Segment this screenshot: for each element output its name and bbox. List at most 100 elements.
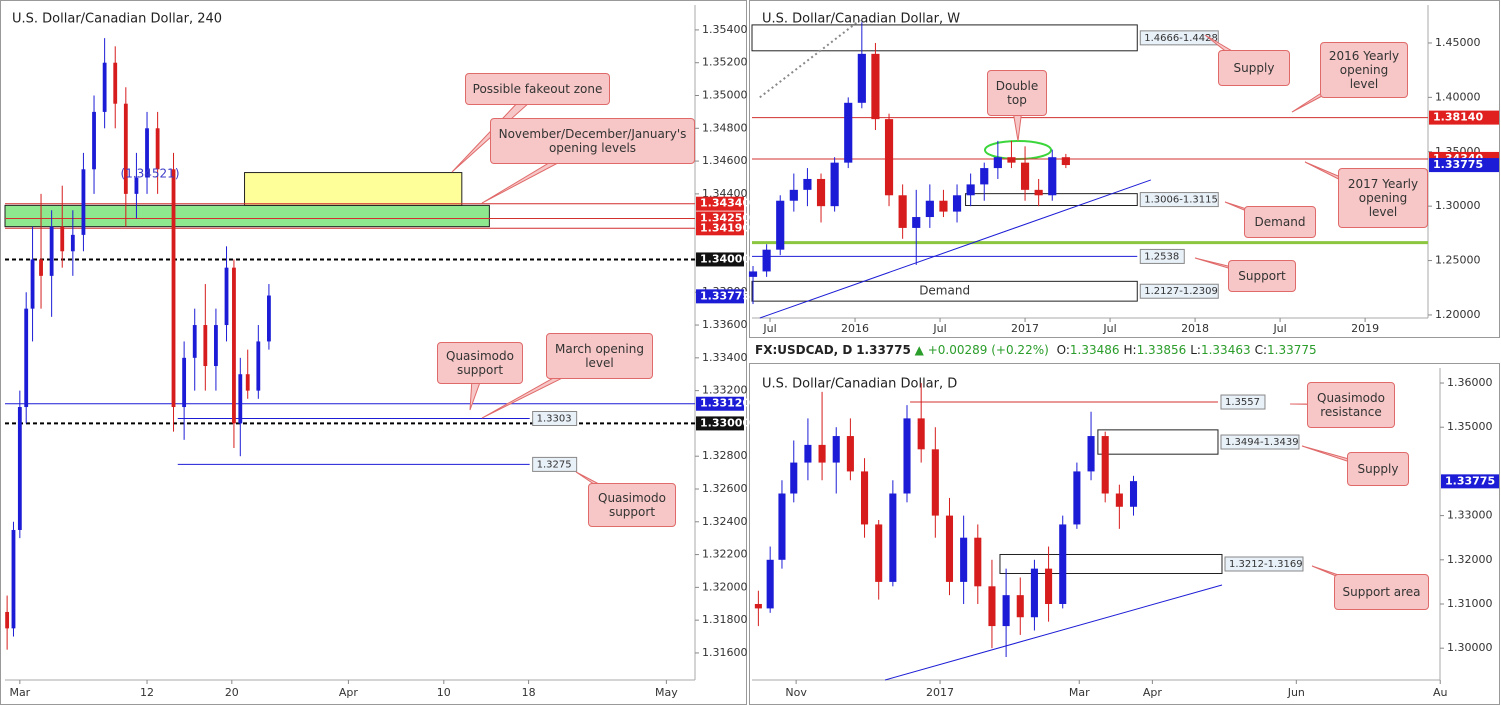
y-tick-label: 1.35000: [702, 89, 748, 102]
x-tick-label: Jun: [1287, 686, 1305, 699]
x-tick-label: Jul: [762, 322, 776, 335]
callout: Supply: [1347, 452, 1409, 486]
candle-body: [832, 436, 840, 463]
chart-title: U.S. Dollar/Canadian Dollar, W: [762, 12, 960, 27]
zone-tag: 1.3494-1.3439: [1225, 437, 1299, 448]
candle-body: [1101, 436, 1109, 494]
price-badge-label: 1.33775: [1445, 474, 1495, 487]
candle-body: [134, 177, 139, 194]
candle-body: [790, 462, 798, 494]
candle-body: [776, 200, 785, 250]
y-tick-label: 1.45000: [1435, 36, 1481, 49]
field-name: H:: [1123, 343, 1137, 357]
candle-body: [123, 103, 128, 194]
price-badge-label: 1.34340: [700, 197, 750, 210]
level-tag-box: [1220, 394, 1266, 410]
candle-body: [70, 234, 75, 252]
x-tick-label: 2018: [1181, 322, 1209, 335]
y-tick-label: 1.32000: [1447, 553, 1493, 566]
callout: Support: [1228, 260, 1296, 292]
level-tag: 1.3557: [1225, 397, 1260, 408]
candle-body: [754, 603, 762, 609]
candle-body: [11, 529, 16, 629]
candle-body: [17, 407, 22, 530]
candle-body: [762, 249, 771, 272]
x-tick-label: 10: [437, 686, 451, 699]
x-tick-label: Mar: [9, 686, 30, 699]
callout: Demand: [1244, 206, 1316, 238]
candle-body: [1030, 568, 1038, 618]
level-tag: 1.3275: [537, 459, 572, 470]
y-tick-label: 1.20000: [1435, 308, 1481, 321]
callout: Supply: [1218, 50, 1290, 86]
candle-body: [102, 62, 107, 112]
candle-body: [974, 537, 982, 587]
price-badge: [1429, 110, 1499, 125]
callout: 2016 Yearly opening level: [1320, 42, 1408, 98]
candle-body: [224, 267, 229, 326]
zone-tag: 1.4666-1.4428: [1144, 33, 1218, 44]
price-badge-label: 1.34000: [700, 252, 750, 265]
candle-body: [993, 157, 1002, 169]
zone-tag-box: [1139, 192, 1219, 208]
zone-tag-box: [1220, 434, 1300, 450]
price-badge: [696, 252, 744, 267]
zone-tag: 1.3006-1.3115: [1144, 195, 1218, 206]
x-tick-label: Jul: [1272, 322, 1286, 335]
price-badge: [1441, 474, 1499, 489]
candle-body: [1034, 189, 1043, 196]
y-tick-label: 1.35400: [702, 23, 748, 36]
candle-body: [818, 444, 826, 463]
x-tick-label: 2019: [1351, 322, 1379, 335]
candle-body: [1016, 595, 1024, 618]
candle-body: [925, 200, 934, 218]
candle-body: [830, 162, 839, 207]
callout: 2017 Yearly opening level: [1338, 168, 1428, 228]
candle-body: [931, 449, 939, 516]
level-tag: 1.3303: [537, 413, 572, 424]
candle-body: [844, 102, 853, 163]
y-tick-label: 1.35200: [702, 56, 748, 69]
price-badge: [696, 396, 744, 411]
zone-tag: 1.3212-1.3169: [1229, 559, 1303, 570]
x-tick-label: 2017: [926, 686, 954, 699]
callout: Possible fakeout zone: [465, 73, 610, 105]
x-tick-label: 20: [225, 686, 239, 699]
candle-body: [60, 226, 65, 252]
field-value: 1.33856: [1136, 343, 1187, 357]
y-tick-label: 1.33400: [702, 351, 748, 364]
price-badge-label: 1.38140: [1433, 111, 1483, 124]
candle-body: [267, 295, 271, 342]
y-tick-label: 1.31600: [702, 646, 748, 659]
x-tick-label: Nov: [785, 686, 807, 699]
candle-body: [778, 493, 786, 560]
callout: Quasimodo support: [588, 483, 676, 527]
price-badge-label: 1.33000: [700, 416, 750, 429]
field-value: 1.33463: [1200, 343, 1251, 357]
zone-tag-box: [1139, 30, 1219, 46]
candle-body: [39, 259, 43, 276]
zone: [999, 553, 1223, 574]
y-tick-label: 1.33200: [702, 384, 748, 397]
y-tick-label: 1.30000: [1435, 199, 1481, 212]
candle-body: [113, 62, 118, 104]
y-tick-label: 1.34600: [702, 154, 748, 167]
candle-body: [81, 169, 86, 235]
field-name: C:: [1254, 343, 1268, 357]
zone: [244, 172, 463, 206]
y-tick-label: 1.31800: [702, 613, 748, 626]
x-tick-label: Apr: [1143, 686, 1163, 699]
zone-tag: 1.2127-1.2309: [1144, 286, 1218, 297]
candle-body: [1115, 493, 1123, 507]
field-name: O:: [1056, 343, 1070, 357]
ohlc-fields: O:1.33486 H:1.33856 L:1.33463 C:1.33775: [1053, 343, 1317, 357]
x-tick-label: 18: [522, 686, 536, 699]
candle-body: [5, 611, 10, 629]
candle-body: [1007, 157, 1016, 163]
y-tick-label: 1.34400: [702, 187, 748, 200]
x-tick-label: 12: [140, 686, 154, 699]
candle-body: [1002, 595, 1010, 627]
price-badge: [696, 289, 744, 304]
candle-body: [846, 436, 854, 472]
zone-tag-box: [1139, 283, 1219, 299]
